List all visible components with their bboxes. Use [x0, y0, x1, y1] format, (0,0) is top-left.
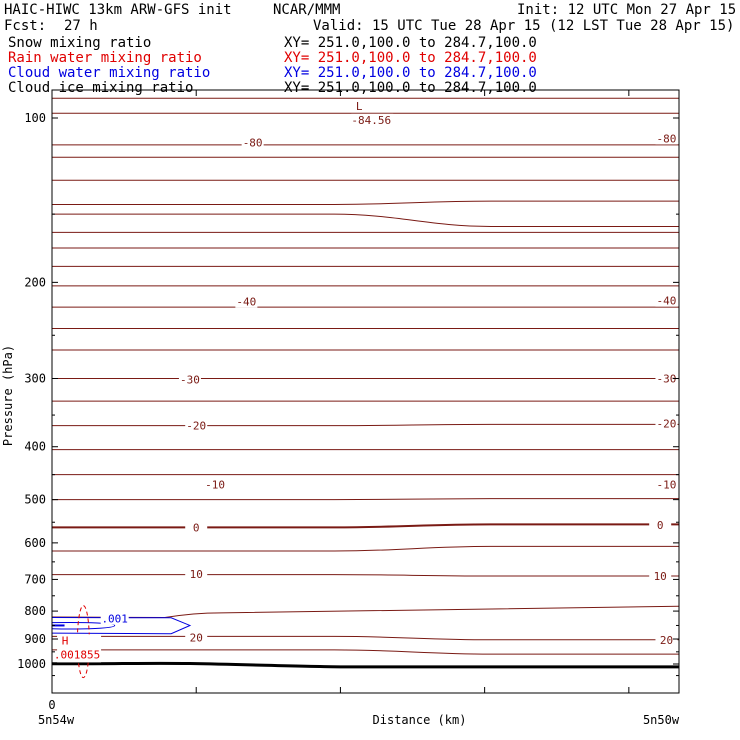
isotherm-label-bg — [655, 132, 678, 145]
y-tick-label: 800 — [24, 604, 46, 618]
isotherm-label: 0 — [193, 521, 200, 534]
isotherm-label: -30 — [657, 373, 677, 386]
high-marker-bg — [57, 634, 102, 663]
legend-cloud-ice-xy: XY= 251.0,100.0 to 284.7,100.0 — [284, 80, 537, 96]
isotherm-label-bg — [241, 136, 264, 149]
isotherm-label: -80 — [243, 137, 263, 150]
cloud-water-label-bg — [100, 612, 129, 625]
isotherm-label: -10 — [205, 478, 225, 491]
high-marker-letter: H — [62, 634, 69, 647]
isotherm-line — [52, 635, 679, 641]
isotherm-label-bg — [655, 478, 678, 491]
isotherm-label-bg — [655, 372, 678, 385]
isotherm-label-bg — [655, 633, 678, 646]
cloud-water-contour — [51, 622, 116, 630]
isotherm-line — [52, 545, 679, 552]
legend-snow-xy: XY= 251.0,100.0 to 284.7,100.0 — [284, 35, 537, 51]
isotherm-label: -20 — [657, 418, 677, 431]
x-axis-label: Distance (km) — [373, 713, 467, 727]
y-tick-label: 1000 — [17, 657, 46, 671]
init-time: Init: 12 UTC Mon 27 Apr 15 — [517, 2, 737, 18]
isotherm-label-bg — [235, 295, 258, 308]
low-marker-bg — [355, 99, 364, 111]
y-tick-label: 400 — [24, 440, 46, 454]
isotherm-label: -30 — [180, 373, 200, 386]
isotherm-label-bg — [655, 417, 678, 430]
isotherm-label-bg — [655, 294, 678, 307]
isotherm-label: -80 — [657, 132, 677, 145]
isotherm-label-bg — [185, 521, 208, 534]
isotherm-line — [52, 423, 679, 427]
y-tick-label: 500 — [24, 493, 46, 507]
x-end-label-left: 5n54w — [38, 713, 75, 727]
y-tick-label: 100 — [24, 111, 46, 125]
freezing-line — [52, 523, 679, 529]
isotherm-label: 20 — [190, 632, 203, 645]
isotherm-label: -40 — [657, 295, 677, 308]
org-label: NCAR/MMM — [273, 2, 341, 18]
isotherm-label-bg — [649, 570, 672, 583]
isotherm-label-bg — [178, 373, 201, 386]
y-tick-label: 300 — [24, 372, 46, 386]
model-title: HAIC-HIWC 13km ARW-GFS init — [4, 2, 232, 18]
y-axis-label: Pressure (hPa) — [1, 345, 15, 446]
plot-frame — [51, 89, 680, 694]
high-marker-value: .001855 — [54, 648, 100, 661]
isotherm-label: 20 — [660, 634, 673, 647]
isotherm-line — [51, 605, 680, 619]
legend-cloud-water: Cloud water mixing ratio — [8, 65, 211, 81]
isotherm-line — [52, 213, 679, 227]
legend-cloud-ice: Cloud ice mixing ratio — [8, 80, 194, 96]
terrain-surface — [51, 661, 679, 669]
legend-cloud-water-xy: XY= 251.0,100.0 to 284.7,100.0 — [284, 65, 537, 81]
isotherm-label: 10 — [190, 568, 203, 581]
isotherm-label-bg — [185, 631, 208, 644]
low-marker-value: -84.56 — [351, 114, 391, 127]
isotherm-label-bg — [649, 518, 672, 531]
legend-rain-xy: XY= 251.0,100.0 to 284.7,100.0 — [284, 50, 537, 66]
isotherm-label-bg — [185, 567, 208, 580]
legend-rain: Rain water mixing ratio — [8, 50, 202, 66]
isotherm-label-bg — [185, 419, 208, 432]
isotherm-line — [52, 498, 679, 501]
y-tick-label: 700 — [24, 572, 46, 586]
isotherm-label: -20 — [186, 420, 206, 433]
isotherm-line — [52, 574, 679, 577]
isotherm-line — [52, 200, 679, 205]
valid-time: Valid: 15 UTC Tue 28 Apr 15 (12 LST Tue … — [313, 18, 735, 34]
cloud-water-label: .001 — [101, 613, 128, 626]
legend-snow: Snow mixing ratio — [8, 35, 152, 51]
isotherm-label: 0 — [657, 519, 664, 532]
isotherm-label: -40 — [236, 296, 256, 309]
isotherm-lines — [51, 97, 680, 669]
y-tick-label: 600 — [24, 536, 46, 550]
contour-labels: -80 -80 -40 -40 -30 -30 -20 -20 -10 -10 0 0 10 10 20 20… — [54, 99, 678, 663]
x-tick-label: 0 — [48, 698, 55, 712]
low-marker-value-bg — [351, 113, 394, 126]
isotherm-label: 10 — [654, 570, 667, 583]
x-end-label-right: 5n50w — [643, 713, 680, 727]
y-tick-label: 200 — [24, 275, 46, 289]
low-marker-letter: L — [356, 100, 363, 113]
cloud-water-contour — [51, 617, 192, 635]
fcst-label: Fcst: — [4, 18, 47, 34]
fcst-value: 27 h — [64, 18, 98, 34]
isotherm-label: -10 — [657, 478, 677, 491]
y-tick-label: 900 — [24, 632, 46, 646]
isotherm-line — [52, 649, 679, 655]
isotherm-label-bg — [204, 478, 227, 491]
